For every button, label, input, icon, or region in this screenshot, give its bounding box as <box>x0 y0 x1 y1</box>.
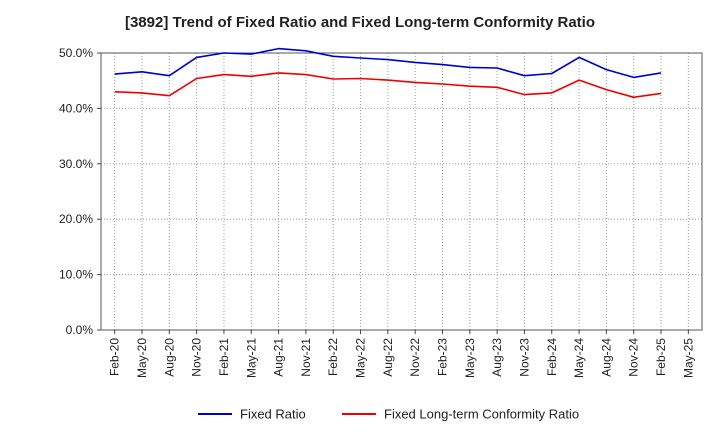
x-tick-label: May-24 <box>572 338 586 378</box>
y-tick-label: 10.0% <box>59 268 93 282</box>
x-tick-label: May-23 <box>463 338 477 378</box>
x-tick-label: Feb-20 <box>108 338 122 376</box>
x-tick-label: Nov-21 <box>299 338 313 377</box>
y-tick-label: 40.0% <box>59 101 93 115</box>
x-tick-label: Feb-21 <box>217 338 231 376</box>
legend-label: Fixed Ratio <box>240 407 306 422</box>
x-tick-label: Nov-23 <box>517 338 531 377</box>
chart-title: [3892] Trend of Fixed Ratio and Fixed Lo… <box>124 14 596 31</box>
x-tick-label: Aug-23 <box>490 338 504 377</box>
plot-frame <box>100 52 703 331</box>
x-tick-label: Aug-22 <box>381 338 395 377</box>
x-tick-label: Feb-22 <box>326 338 340 376</box>
x-tick-label: Nov-20 <box>190 338 204 377</box>
x-tick-label: Aug-21 <box>272 338 286 377</box>
y-tick-label: 30.0% <box>59 157 93 171</box>
x-tick-label: Nov-22 <box>408 338 422 377</box>
x-tick-label: Aug-20 <box>162 338 176 377</box>
series-line-fixed-ratio <box>114 47 662 79</box>
x-tick-label: Nov-24 <box>627 338 641 377</box>
x-tick-label: May-22 <box>354 338 368 378</box>
legend-label: Fixed Long-term Conformity Ratio <box>384 407 579 422</box>
x-tick-label: Aug-24 <box>599 338 613 377</box>
x-tick-label: Feb-23 <box>435 338 449 376</box>
y-tick-label: 0.0% <box>66 323 94 337</box>
x-tick-label: May-21 <box>244 338 258 378</box>
x-tick-label: Feb-25 <box>654 338 668 376</box>
y-tick-label: 20.0% <box>59 212 93 226</box>
x-tick-label: Feb-24 <box>545 338 559 376</box>
y-tick-label: 50.0% <box>59 46 93 60</box>
x-tick-label: May-20 <box>135 338 149 378</box>
series-line-fixed-long-term-conformity-ratio <box>114 72 662 99</box>
x-tick-label: May-25 <box>681 338 695 378</box>
